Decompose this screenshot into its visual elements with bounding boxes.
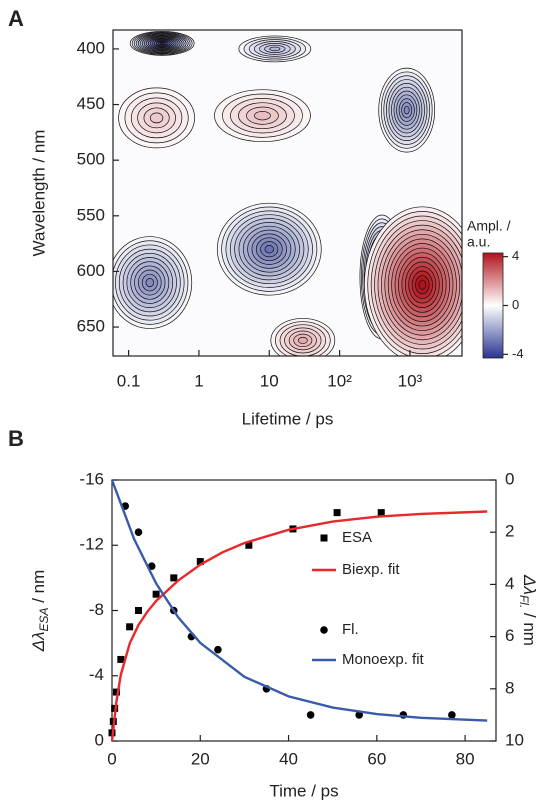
y-axis-label: ΔλESA / nm [29,570,51,653]
x-tick-label: 0 [107,749,116,768]
x-axis-label: Time / ps [269,781,338,800]
data-point [245,541,253,549]
y-tick-label: 400 [77,38,105,57]
y2-tick-label: 10 [505,730,524,749]
x-tick-label: 60 [367,749,386,768]
data-point [448,711,456,719]
y-tick-label: -4 [89,665,104,684]
colorbar [482,252,504,359]
data-point [134,528,143,536]
x-tick-label: 10³ [398,371,423,390]
panel-label: A [8,6,24,31]
x-tick-label: 80 [456,749,475,768]
contour-level [159,42,165,45]
plot-frame [112,29,463,357]
y-tick-label: 450 [77,94,105,113]
x-tick-label: 20 [191,749,210,768]
y-tick-label: -8 [89,600,104,619]
y-tick-label: 0 [95,730,104,749]
fit-line [110,479,488,722]
y2-tick-label: 8 [505,678,514,697]
colorbar-label: a.u. [467,234,490,250]
y-axis-label: Wavelength / nm [29,130,48,257]
y2-tick-label: 0 [505,469,514,488]
panel-label: B [8,426,24,451]
colorbar-tick-label: -4 [512,346,524,361]
data-point [355,711,363,719]
data-point [214,645,222,654]
plot-frame [111,479,497,742]
contour-level [145,278,154,288]
contour-level [254,110,271,121]
colorbar-label: Ampl. / [467,218,511,234]
legend-label: Fl. [342,621,359,638]
data-point [333,509,341,517]
contour-group [113,31,462,356]
data-point [152,590,160,598]
data-point [170,574,178,582]
data-point [196,558,204,566]
x-tick-label: 40 [279,749,298,768]
x-tick-label: 10 [260,371,279,390]
y2-tick-label: 4 [505,574,514,593]
y-axis-label-sub: ESA [37,608,51,632]
y-tick-label: 650 [77,317,105,336]
contour-level [297,336,308,344]
colorbar-tick-label: 4 [512,248,519,263]
contour-level [264,245,274,254]
data-point [134,607,142,614]
legend-label: Biexp. fit [342,561,400,578]
y2-axis-label-unit: / nm [520,608,537,646]
legend-label: ESA [342,529,372,546]
y2-tick-label: 2 [505,522,514,541]
data-point [112,688,120,696]
data-point [117,655,125,663]
contour-level [269,46,281,52]
data-point [126,623,134,631]
y2-axis-label-main: Δλ [520,574,537,595]
x-axis-label: Lifetime / ps [242,409,334,428]
legend-swatch [320,534,328,542]
y-tick-label: -16 [79,469,104,488]
contour-level [403,105,410,115]
data-point [147,562,156,570]
contour-level [418,279,427,290]
fit-line [110,510,488,742]
y2-axis-label-sub: Fl. [517,595,531,608]
contour-level [149,112,164,124]
y-tick-label: 600 [77,261,105,280]
y-axis-label-unit: / nm [29,570,48,608]
y2-tick-label: 6 [505,626,514,645]
legend-swatch [320,626,328,634]
y-tick-label: -12 [79,535,104,554]
y-tick-label: 550 [77,205,105,224]
colorbar-tick-label: 0 [512,297,519,312]
data-point [377,509,385,517]
data-point [306,711,315,719]
x-tick-label: 10² [327,371,352,390]
y-tick-label: 500 [77,150,105,169]
y-axis-label-main: Δλ [29,632,48,653]
legend-label: Monoexp. fit [342,651,425,668]
x-tick-label: 0.1 [117,371,141,390]
x-tick-label: 1 [194,371,203,390]
y2-axis-label: ΔλFl. / nm [517,574,537,646]
